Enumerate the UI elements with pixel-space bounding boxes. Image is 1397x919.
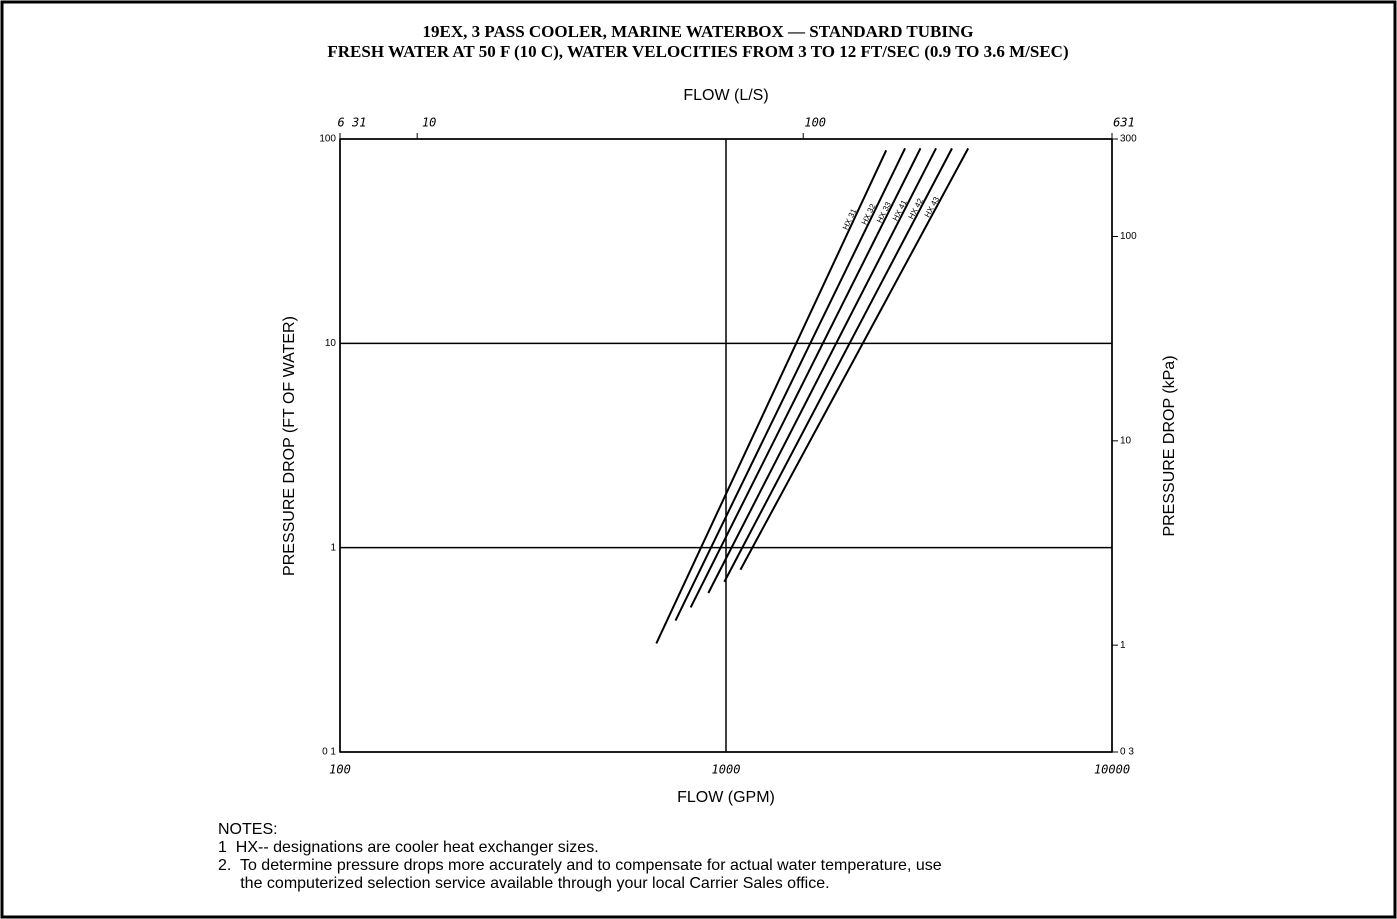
series-label: HX 31 (841, 207, 859, 231)
series-line (655, 149, 888, 644)
x-tick-label: 10000 (1094, 763, 1130, 777)
y-tick-label: 100 (319, 134, 336, 145)
y-tick-label: 10 (325, 338, 337, 349)
y2-tick-label: 100 (1120, 231, 1137, 242)
y-tick-label: 0 1 (322, 747, 336, 758)
x2-tick-label: 6 31 (338, 116, 367, 130)
note: the computerized selection service avail… (218, 875, 830, 892)
series-line (723, 147, 953, 583)
series-line (707, 147, 937, 594)
y2-axis-label: PRESSURE DROP (kPa) (1161, 355, 1178, 536)
series-label: HX 32 (860, 202, 878, 226)
y2-tick-label: 10 (1120, 435, 1132, 446)
notes-heading: NOTES: (218, 821, 278, 838)
y-axis-label: PRESSURE DROP (FT OF WATER) (281, 316, 298, 576)
chart-title: 19EX, 3 PASS COOLER, MARINE WATERBOX — S… (422, 22, 973, 41)
series-line (739, 147, 970, 571)
y-tick-label: 1 (330, 542, 336, 553)
note: 2. To determine pressure drops more accu… (218, 857, 942, 874)
y2-tick-label: 0 3 (1120, 747, 1134, 758)
x2-tick-label: 631 (1113, 116, 1135, 130)
x-tick-label: 1000 (712, 763, 741, 777)
y2-tick-label: 1 (1120, 640, 1126, 651)
chart-subtitle: FRESH WATER AT 50 F (10 C), WATER VELOCI… (327, 42, 1068, 61)
note: 1 HX-- designations are cooler heat exch… (218, 839, 599, 856)
x-tick-label: 100 (329, 763, 351, 777)
series-line (689, 147, 922, 608)
x2-tick-label: 10 (422, 116, 436, 130)
x2-tick-label: 100 (804, 116, 826, 130)
x2-axis-label: FLOW (L/S) (683, 87, 768, 104)
y2-tick-label: 300 (1120, 134, 1137, 145)
series-line (674, 147, 906, 621)
x-axis-label: FLOW (GPM) (677, 789, 775, 806)
